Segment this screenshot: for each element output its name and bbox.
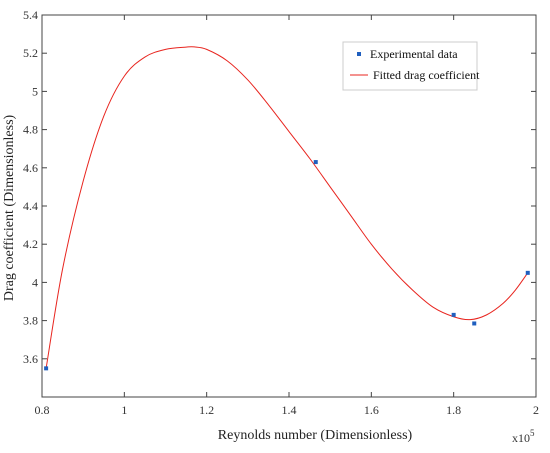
x-tick-label: 0.8 (35, 403, 50, 417)
legend-label-experimental: Experimental data (370, 47, 458, 61)
x-multiplier-label: x105 (512, 428, 535, 445)
x-tick-label: 1.6 (364, 403, 379, 417)
experimental-data-point (472, 321, 477, 326)
experimental-data-point (525, 270, 530, 275)
x-tick-label: 1.8 (446, 403, 461, 417)
fitted-curve-layer (45, 46, 529, 369)
experimental-data-point (44, 366, 49, 371)
y-tick-label: 3.6 (23, 352, 38, 366)
x-multiplier-base: x10 (512, 431, 530, 445)
axis-ticks: 0.8 1 1.2 1.4 1.6 1.8 2 3.6 3.8 4 4.2 4.4 4.6 4.8 5 5.2… (23, 8, 539, 417)
y-tick-label: 5 (32, 84, 38, 98)
legend-box (342, 41, 478, 91)
x-tick-label: 2 (533, 403, 539, 417)
x-tick-label: 1.2 (199, 403, 214, 417)
legend-label-fitted: Fitted drag coefficient (373, 68, 480, 82)
y-tick-label: 4 (32, 275, 38, 289)
y-tick-label: 5.4 (23, 8, 38, 22)
experimental-data-point (313, 160, 318, 165)
legend-marker-experimental (357, 52, 361, 56)
data-points-layer (44, 160, 530, 371)
y-tick-label: 4.8 (23, 123, 38, 137)
y-axis-title: Drag coefficient (Dimensionless) (2, 114, 17, 301)
x-axis-title: Reynolds number (Dimensionless) (218, 428, 413, 443)
y-tick-label: 5.2 (23, 46, 38, 60)
y-tick-label: 4.4 (23, 199, 38, 213)
legend: Experimental data Fitted drag coefficien… (342, 41, 480, 91)
fitted-curve-line (45, 46, 529, 369)
x-tick-label: 1.4 (282, 403, 297, 417)
x-tick-label: 1 (121, 403, 127, 417)
y-tick-label: 4.6 (23, 161, 38, 175)
y-tick-label: 3.8 (23, 314, 38, 328)
experimental-data-point (451, 312, 456, 317)
x-multiplier-exponent: 5 (530, 428, 535, 438)
y-tick-label: 4.2 (23, 237, 38, 251)
